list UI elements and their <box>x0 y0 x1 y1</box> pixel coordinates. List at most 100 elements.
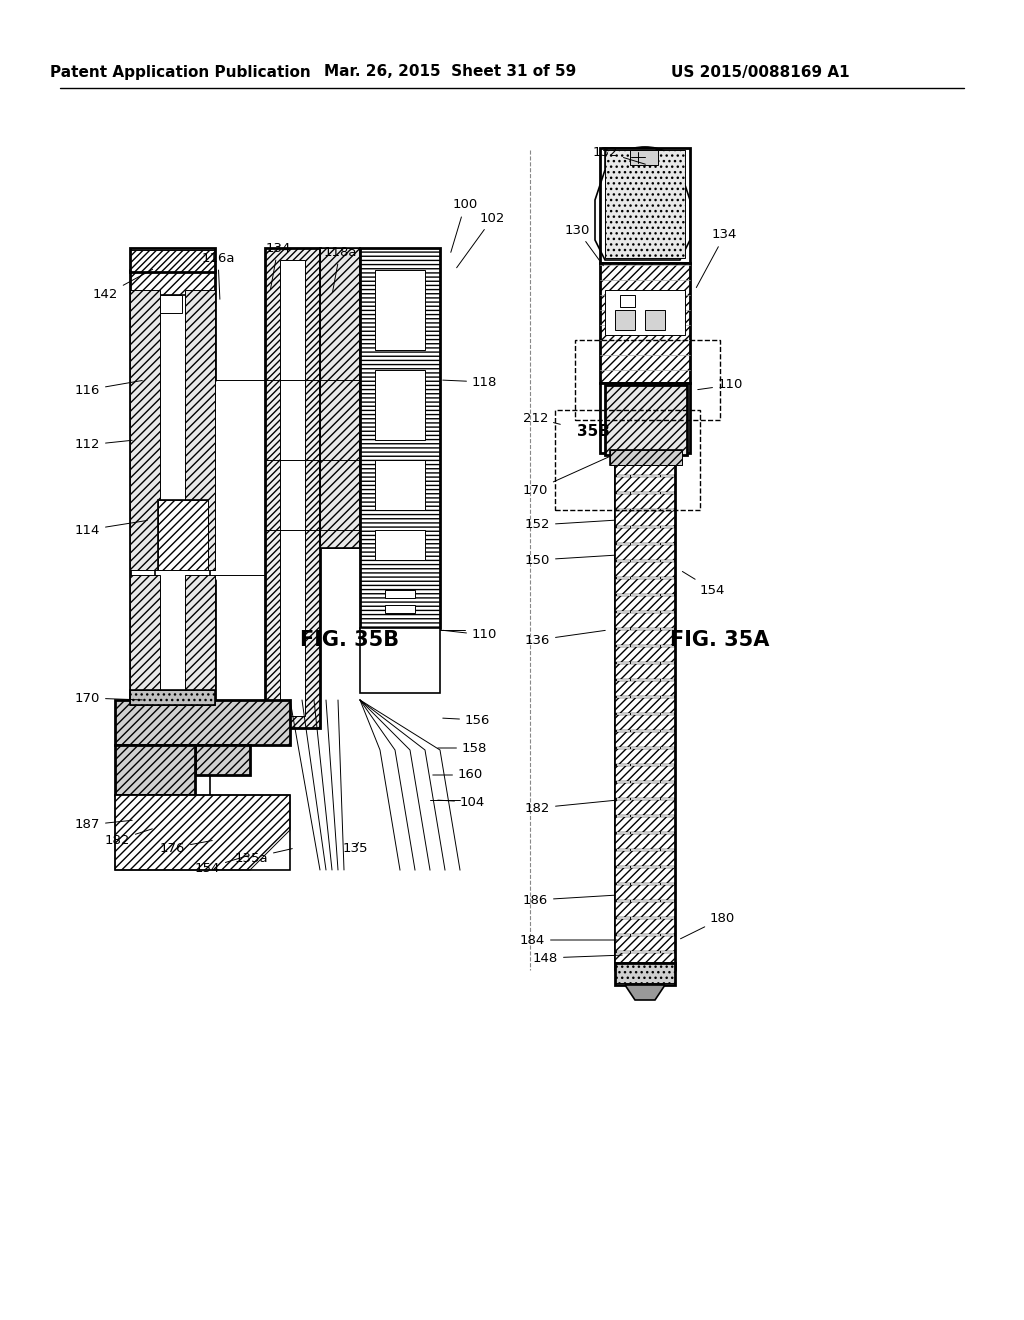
Text: 104: 104 <box>438 796 485 808</box>
Text: US 2015/0088169 A1: US 2015/0088169 A1 <box>671 65 849 79</box>
Text: 132: 132 <box>593 145 645 164</box>
Text: 212: 212 <box>522 412 560 425</box>
Bar <box>615 733 675 747</box>
Bar <box>115 744 195 795</box>
Text: 116a: 116a <box>202 252 234 300</box>
Text: 186: 186 <box>522 894 615 907</box>
Bar <box>610 450 682 465</box>
Bar <box>375 271 425 350</box>
Bar <box>605 388 685 447</box>
Bar <box>615 664 675 678</box>
Bar <box>158 500 208 570</box>
Bar <box>615 715 675 730</box>
Bar <box>615 612 675 628</box>
Bar <box>645 310 665 330</box>
Bar <box>195 744 250 775</box>
Text: 135: 135 <box>342 842 368 854</box>
Text: 158: 158 <box>438 742 487 755</box>
Bar <box>615 681 675 696</box>
Text: 102: 102 <box>457 211 506 268</box>
Bar <box>615 851 675 866</box>
Text: 182: 182 <box>524 800 615 814</box>
Bar <box>615 919 675 935</box>
Bar <box>375 531 425 560</box>
Text: 148: 148 <box>532 952 623 965</box>
Bar <box>615 748 675 764</box>
Bar <box>615 630 675 645</box>
Bar <box>615 647 675 663</box>
Text: 100: 100 <box>451 198 477 252</box>
Bar <box>615 783 675 799</box>
Bar <box>605 385 687 455</box>
Bar <box>615 453 675 964</box>
Text: FIG. 35A: FIG. 35A <box>671 630 770 649</box>
Text: 112: 112 <box>75 438 132 451</box>
Bar <box>185 576 215 705</box>
Text: 114: 114 <box>75 520 147 536</box>
Text: 135a: 135a <box>234 849 292 865</box>
Text: 160: 160 <box>433 768 483 781</box>
Bar <box>605 290 685 335</box>
Bar <box>385 590 415 598</box>
Bar <box>615 964 675 983</box>
Text: 118: 118 <box>442 375 498 388</box>
Text: 152: 152 <box>524 519 615 532</box>
Text: 118a: 118a <box>324 246 356 292</box>
Text: 154: 154 <box>195 855 248 874</box>
Text: Mar. 26, 2015  Sheet 31 of 59: Mar. 26, 2015 Sheet 31 of 59 <box>324 65 577 79</box>
Bar <box>605 150 685 257</box>
Text: FIG. 35B: FIG. 35B <box>300 630 399 649</box>
Bar <box>615 834 675 849</box>
Bar <box>130 576 160 705</box>
Text: 156: 156 <box>442 714 490 726</box>
Text: 170: 170 <box>75 692 142 705</box>
Bar <box>615 953 675 968</box>
Bar <box>158 500 208 570</box>
Bar <box>605 385 687 455</box>
Bar <box>615 869 675 883</box>
Bar <box>615 579 675 594</box>
Bar <box>360 248 440 628</box>
Text: 182: 182 <box>104 829 153 846</box>
Bar <box>575 341 720 420</box>
Bar <box>280 260 305 715</box>
Bar <box>130 690 215 705</box>
Bar <box>615 310 635 330</box>
Text: 150: 150 <box>524 553 615 566</box>
Bar <box>630 150 658 165</box>
Bar <box>375 459 425 510</box>
Text: 170: 170 <box>522 457 610 496</box>
Bar <box>610 450 682 465</box>
Bar <box>130 579 215 700</box>
Text: 134: 134 <box>265 242 291 289</box>
Bar <box>130 690 215 705</box>
Bar <box>615 817 675 832</box>
Text: 116: 116 <box>75 380 142 396</box>
Bar <box>185 290 215 570</box>
Text: 176: 176 <box>160 841 212 854</box>
Bar <box>375 370 425 440</box>
Bar <box>360 628 440 693</box>
Bar <box>615 936 675 950</box>
Bar <box>360 248 440 628</box>
Bar <box>615 477 675 492</box>
Bar <box>115 744 195 795</box>
Text: 180: 180 <box>681 912 735 939</box>
Bar <box>620 294 635 308</box>
Polygon shape <box>625 985 665 1001</box>
Bar <box>265 248 319 729</box>
Text: 187: 187 <box>75 818 132 832</box>
Bar <box>130 249 215 272</box>
Text: 35B: 35B <box>577 425 610 440</box>
Bar <box>615 884 675 900</box>
Bar <box>130 271 215 570</box>
Bar <box>615 964 675 985</box>
Bar <box>615 766 675 781</box>
Text: 134: 134 <box>696 228 737 288</box>
Bar <box>319 248 360 548</box>
Text: 154: 154 <box>682 572 725 597</box>
Text: 110: 110 <box>697 379 743 392</box>
Bar <box>615 511 675 525</box>
Bar <box>615 494 675 510</box>
Text: Patent Application Publication: Patent Application Publication <box>49 65 310 79</box>
